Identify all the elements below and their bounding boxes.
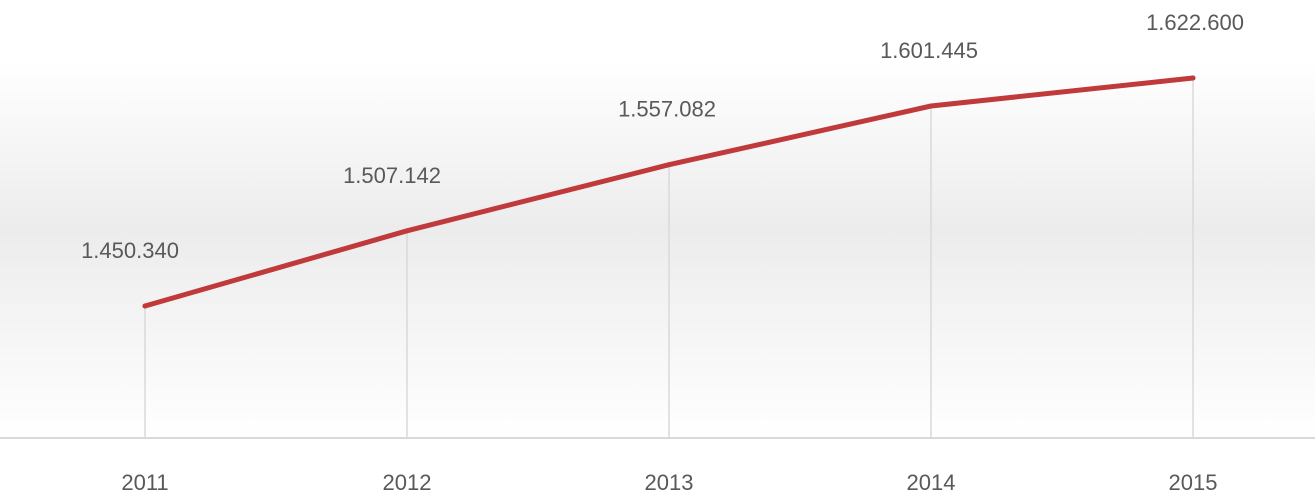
data-points — [142, 75, 1196, 309]
x-tick-label-2014: 2014 — [907, 470, 956, 495]
data-label-2015: 1.622.600 — [1146, 10, 1244, 35]
data-label-2014: 1.601.445 — [880, 38, 978, 63]
data-point-2015 — [1190, 75, 1196, 81]
x-tick-label-2015: 2015 — [1169, 470, 1218, 495]
data-label-2011: 1.450.340 — [81, 238, 179, 263]
data-label-2012: 1.507.142 — [343, 163, 441, 188]
data-labels: 1.450.340 1.507.142 1.557.082 1.601.445 1.62… — [81, 10, 1244, 263]
data-point-2013 — [666, 162, 672, 168]
x-tick-label-2013: 2013 — [645, 470, 694, 495]
plot-area-background — [0, 60, 1315, 438]
x-axis-tick-labels: 2011 2012 2013 2014 2015 — [121, 470, 1217, 495]
drop-lines — [144, 78, 1194, 438]
data-label-2013: 1.557.082 — [618, 97, 716, 122]
x-tick-label-2012: 2012 — [383, 470, 432, 495]
data-point-2012 — [404, 228, 410, 234]
data-point-2011 — [142, 303, 148, 309]
x-tick-label-2011: 2011 — [121, 470, 168, 495]
data-point-2014 — [928, 103, 934, 109]
